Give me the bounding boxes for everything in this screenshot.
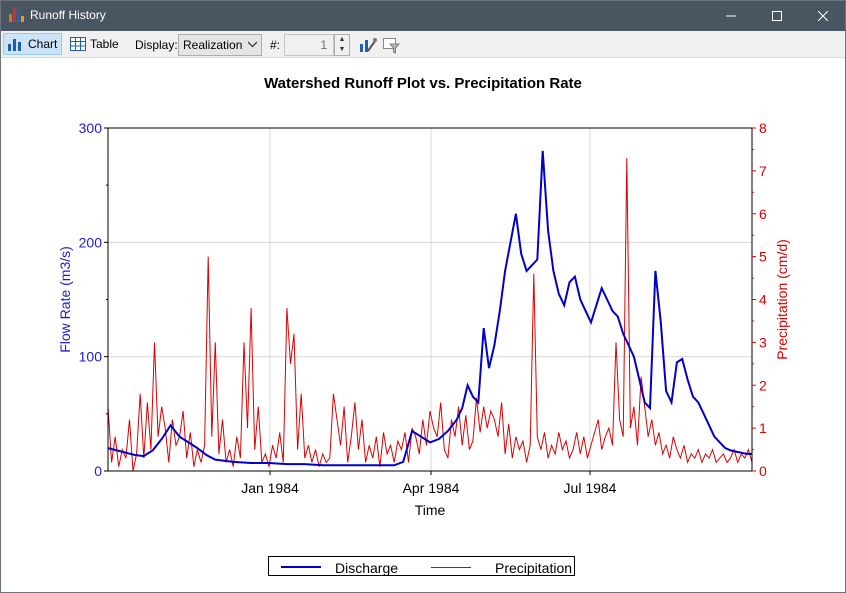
precipitation-line [107, 157, 753, 472]
x-tick-label: Jan 1984 [241, 480, 299, 496]
spin-up-icon[interactable]: ▲ [338, 36, 346, 43]
filter-icon[interactable] [381, 35, 401, 55]
discharge-line [107, 150, 752, 467]
table-view-label: Table [90, 37, 119, 51]
y2-tick-label: 4 [759, 292, 767, 308]
table-icon [70, 37, 86, 51]
y-tick-label: 300 [79, 120, 103, 136]
bar-chart-icon [8, 39, 21, 51]
legend-precipitation-swatch [431, 567, 471, 568]
realization-number-stepper[interactable]: ▲ ▼ [334, 34, 350, 56]
maximize-icon[interactable] [754, 0, 800, 31]
chart-title: Watershed Runoff Plot vs. Precipitation … [264, 75, 582, 92]
y2-tick-label: 5 [759, 249, 767, 265]
window-title: Runoff History [30, 8, 106, 22]
chart-panel: Watershed Runoff Plot vs. Precipitation … [1, 59, 845, 592]
y2-tick-label: 3 [759, 334, 767, 350]
y-tick-label: 200 [79, 234, 103, 250]
display-select[interactable]: Realization [178, 34, 262, 56]
legend-discharge-label: Discharge [335, 560, 399, 576]
chart-legend: Discharge Precipitation [268, 556, 575, 576]
axis-labels: 0 100 200 300 0 1 2 3 4 5 6 7 8 Jan 1984 Apr 1984 Jul 1… [57, 120, 790, 518]
y-tick-label: 0 [94, 463, 102, 479]
y-tick-label: 100 [79, 349, 103, 365]
discharge-series [107, 150, 752, 467]
x-axis-title: Time [415, 502, 446, 518]
chevron-down-icon [248, 41, 257, 48]
y2-tick-label: 1 [759, 420, 767, 436]
spin-down-icon[interactable]: ▼ [338, 46, 346, 53]
y2-axis-title: Precipitation (cm/d) [774, 239, 790, 360]
precipitation-series [107, 157, 753, 472]
x-tick-label: Apr 1984 [403, 480, 460, 496]
number-label: #: [270, 38, 281, 52]
y2-tick-label: 6 [759, 206, 767, 222]
chart-view-label: Chart [28, 37, 58, 51]
display-select-value: Realization [183, 38, 243, 52]
legend-precipitation-label: Precipitation [495, 560, 573, 576]
chart-app-icon [9, 8, 25, 22]
minimize-icon[interactable] [708, 0, 754, 31]
title-bar: Runoff History [0, 0, 846, 31]
display-label: Display: [135, 38, 178, 52]
runoff-chart: 0 100 200 300 0 1 2 3 4 5 6 7 8 Jan 1984 Apr 1984 Jul 1… [57, 120, 790, 518]
table-view-button[interactable]: Table [66, 33, 123, 55]
toolbar: Chart Table Display: Realization #: 1 ▲ … [0, 31, 846, 58]
legend-discharge-swatch [281, 566, 321, 568]
y2-tick-label: 0 [759, 463, 767, 479]
y2-tick-label: 7 [759, 163, 767, 179]
realization-number-input[interactable]: 1 [284, 34, 334, 56]
y2-tick-label: 2 [759, 377, 767, 393]
x-tick-label: Jul 1984 [564, 480, 617, 496]
close-icon[interactable] [800, 0, 846, 31]
plot-axes [104, 127, 756, 475]
y2-tick-label: 8 [759, 120, 767, 136]
chart-properties-icon[interactable] [358, 35, 378, 55]
chart-view-button[interactable]: Chart [3, 33, 63, 55]
y-axis-title: Flow Rate (m3/s) [57, 246, 73, 353]
